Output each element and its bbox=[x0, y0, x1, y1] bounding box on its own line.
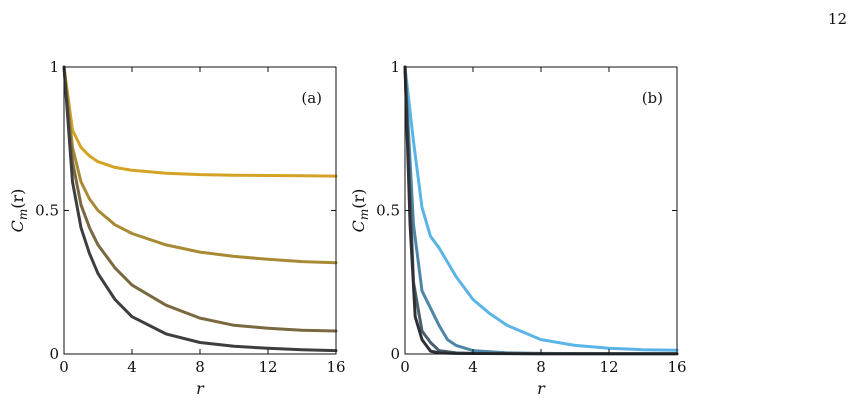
x-tick-label: 8 bbox=[195, 358, 205, 376]
y-tick-label: 0.5 bbox=[35, 202, 59, 220]
x-tick-label: 16 bbox=[326, 358, 345, 376]
y-tick-label: 1 bbox=[49, 58, 59, 76]
series-line-a-2 bbox=[62, 65, 338, 265]
x-tick-label: 12 bbox=[258, 358, 277, 376]
series-line-b-1 bbox=[403, 65, 679, 352]
x-axis-label: r bbox=[196, 379, 205, 398]
panel-label: (b) bbox=[642, 89, 663, 107]
x-tick-label: 4 bbox=[468, 358, 478, 376]
page-number: 12 bbox=[827, 10, 847, 28]
y-tick-label: 0 bbox=[49, 345, 59, 363]
series-line-b-4 bbox=[403, 65, 679, 356]
series-line-b-3 bbox=[403, 65, 679, 356]
y-tick-label: 0 bbox=[390, 345, 400, 363]
plot-frame bbox=[404, 66, 678, 355]
y-tick-label: 0.5 bbox=[376, 202, 400, 220]
x-tick-label: 4 bbox=[127, 358, 137, 376]
x-tick-label: 0 bbox=[59, 358, 69, 376]
plot-frame bbox=[63, 66, 337, 355]
x-tick-label: 12 bbox=[599, 358, 618, 376]
x-axis-label: r bbox=[537, 379, 546, 398]
y-axis-label: Cm(r) bbox=[349, 189, 371, 233]
panel-a: 0 4 8 12 16 0 0.5 1 r Cm(r) (a) bbox=[8, 58, 346, 398]
series-line-a-1 bbox=[62, 65, 338, 178]
panel-label: (a) bbox=[301, 89, 322, 107]
series-line-a-4 bbox=[62, 65, 338, 353]
y-tick-label: 1 bbox=[390, 58, 400, 76]
x-tick-label: 16 bbox=[667, 358, 686, 376]
x-tick-label: 0 bbox=[400, 358, 410, 376]
y-axis-label: Cm(r) bbox=[8, 189, 30, 233]
panel-b: 0 4 8 12 16 0 0.5 1 r Cm(r) (b) bbox=[349, 58, 687, 398]
x-tick-label: 8 bbox=[536, 358, 546, 376]
series-line-a-3 bbox=[62, 65, 338, 333]
series-line-b-2 bbox=[403, 65, 679, 356]
